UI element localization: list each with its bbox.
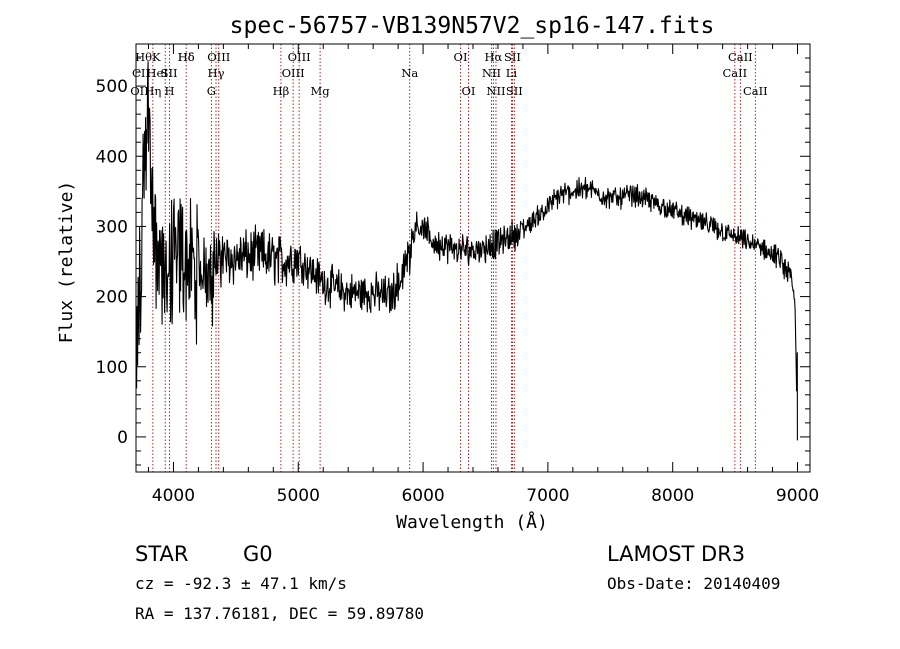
line-label: Hγ [208, 66, 225, 80]
y-tick-label: 100 [96, 358, 128, 378]
x-tick-label: 9000 [776, 486, 819, 506]
y-tick-label: 500 [96, 77, 128, 97]
line-label: Hβ [273, 84, 290, 98]
line-label: NII [482, 66, 501, 80]
y-tick-label: 0 [117, 428, 128, 448]
line-label: OII [130, 84, 149, 98]
object-subclass: G0 [243, 542, 273, 566]
chart-title: spec-56757-VB139N57V2_sp16-147.fits [230, 13, 715, 39]
line-label: SII [161, 66, 178, 80]
spectrum-line [136, 61, 798, 441]
line-label: OI [454, 50, 468, 64]
x-tick-label: 5000 [277, 486, 320, 506]
survey-name: LAMOST DR3 [607, 542, 745, 566]
object-class: STAR [135, 542, 188, 566]
line-label: CaII [728, 50, 753, 64]
y-axis-ticks: 0 100 200 300 400 500 [96, 43, 810, 466]
line-label: CaII [743, 84, 768, 98]
line-label: HθK [135, 50, 161, 64]
x-axis-label: Wavelength (Å) [396, 511, 548, 533]
y-tick-label: 400 [96, 147, 128, 167]
line-label: OIII [288, 50, 311, 64]
line-label: NII [486, 84, 505, 98]
line-label: CII [132, 66, 150, 80]
line-label: Hδ [178, 50, 195, 64]
line-label: OIII [282, 66, 305, 80]
y-tick-label: 300 [96, 217, 128, 237]
line-label: Mg [311, 84, 331, 98]
line-label: CaII [722, 66, 747, 80]
y-axis-label: Flux (relative) [56, 181, 77, 344]
redshift-velocity: cz = -92.3 ± 47.1 km/s [135, 574, 347, 593]
line-label: Na [401, 66, 418, 80]
sky-coordinates: RA = 137.76181, DEC = 59.89780 [135, 604, 424, 623]
line-label: SII [504, 50, 521, 64]
observation-date: Obs-Date: 20140409 [607, 574, 780, 593]
x-tick-label: 8000 [651, 486, 694, 506]
line-label: Li [506, 66, 518, 80]
line-label: OI [462, 84, 476, 98]
line-label: Hδ [178, 50, 195, 64]
x-axis-ticks: 4000 5000 6000 7000 8000 9000 [147, 44, 819, 506]
line-label: H [165, 84, 175, 98]
line-label: SII [506, 84, 523, 98]
line-label: Hα [484, 50, 502, 64]
line-label: HeI [147, 66, 168, 80]
x-tick-label: 7000 [526, 486, 569, 506]
x-tick-label: 4000 [152, 486, 195, 506]
line-label: OIII [207, 50, 230, 64]
x-tick-label: 6000 [401, 486, 444, 506]
line-label: G [207, 84, 216, 98]
y-tick-label: 200 [96, 288, 128, 308]
